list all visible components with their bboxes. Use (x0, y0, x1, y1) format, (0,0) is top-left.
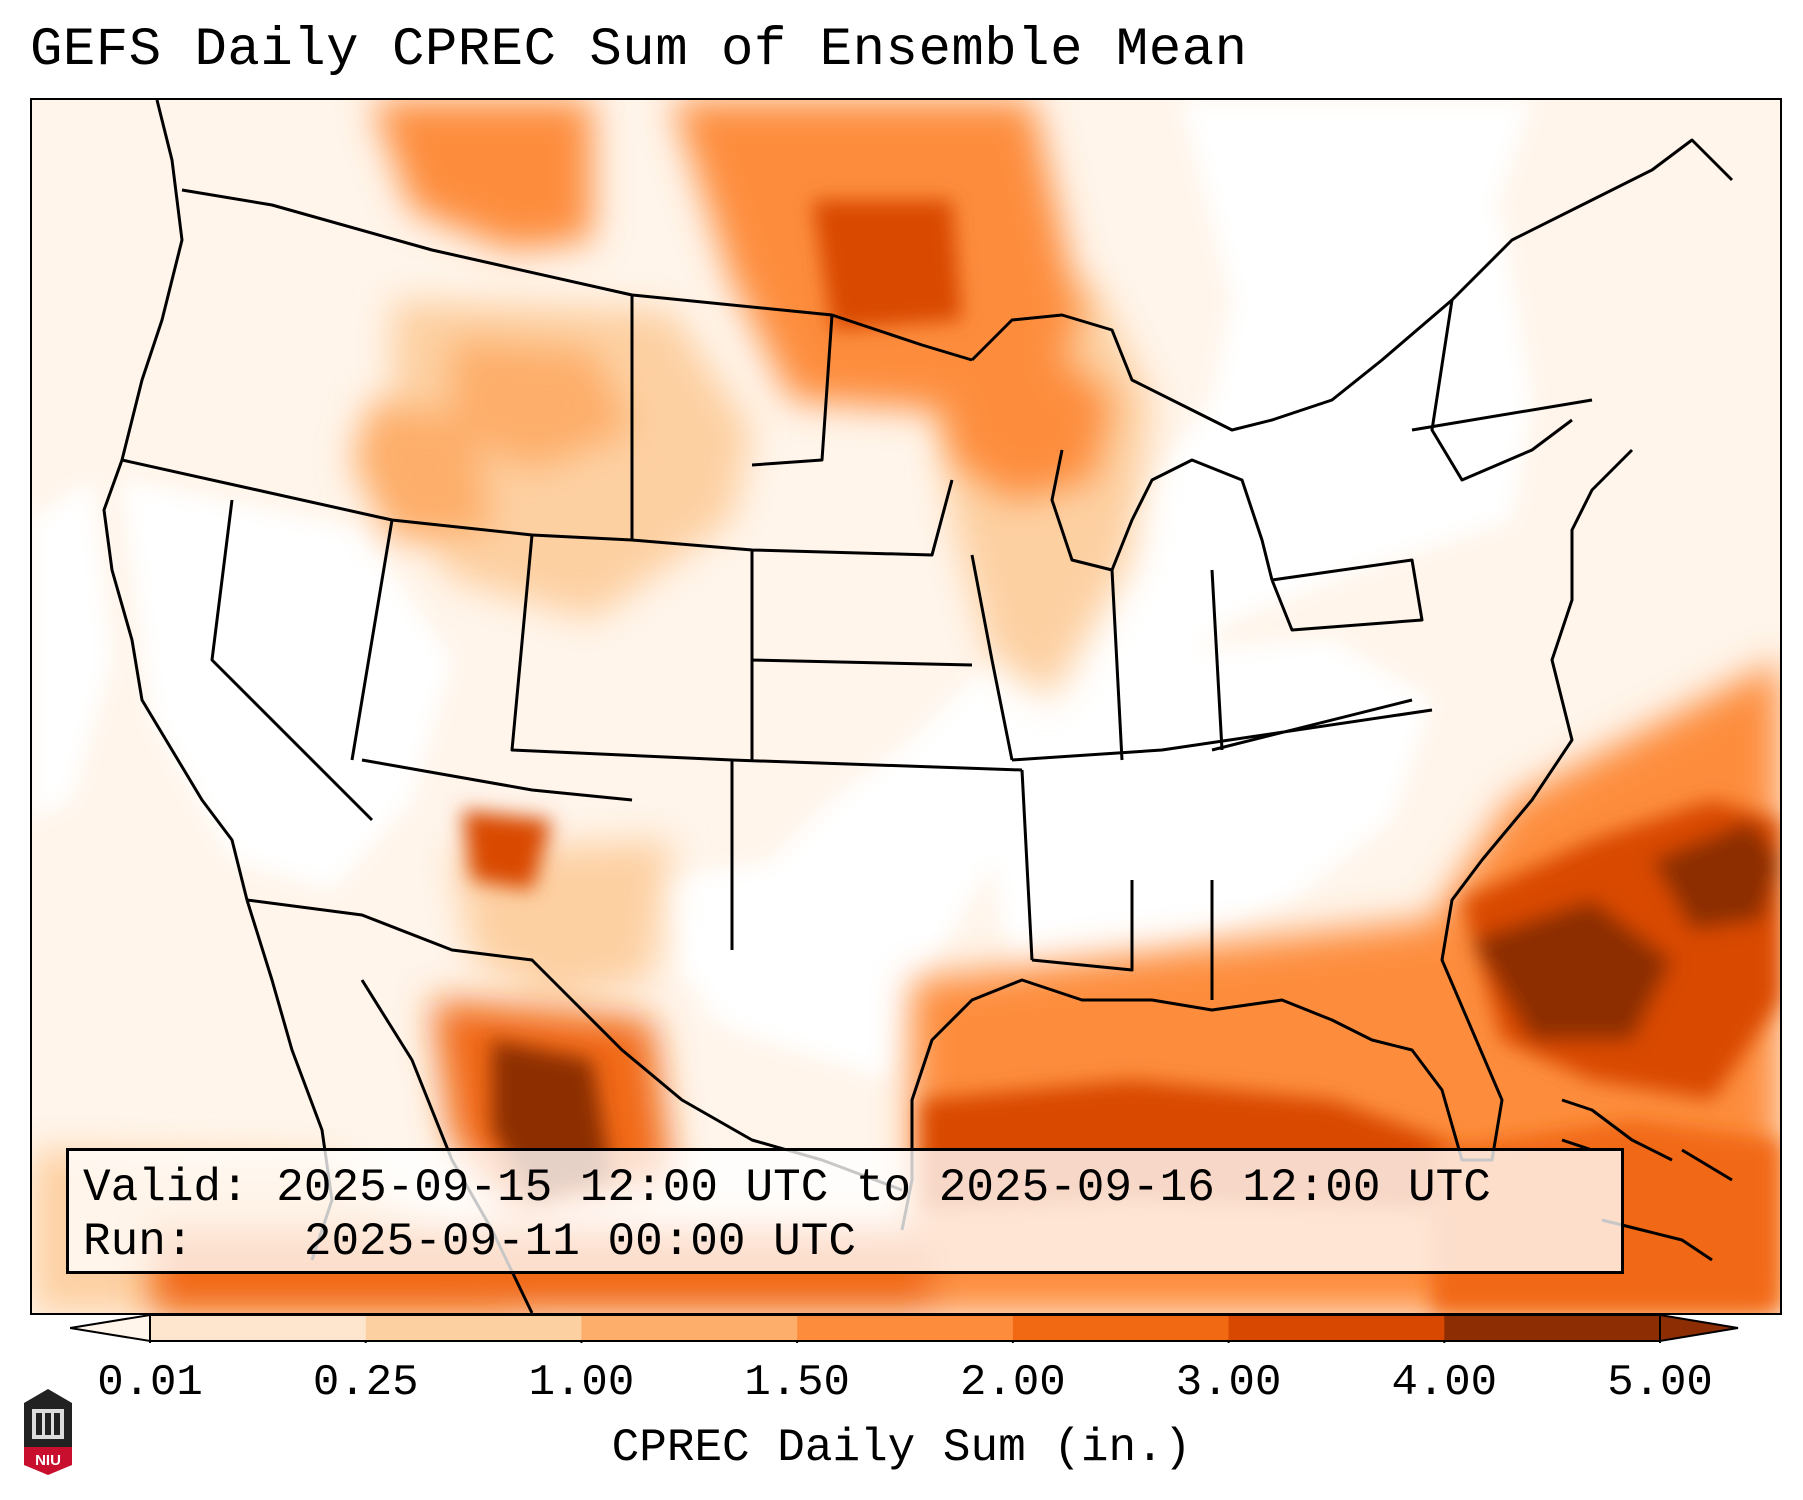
colorbar (70, 1313, 1739, 1343)
run-value: 2025-09-11 00:00 UTC (303, 1216, 856, 1268)
map-title: GEFS Daily CPREC Sum of Ensemble Mean (30, 20, 1248, 81)
tick-label-7: 5.00 (1607, 1358, 1713, 1408)
tick-label-3: 1.50 (744, 1358, 850, 1408)
niu-logo: NIU (24, 1389, 72, 1475)
colorbar-segment-1 (365, 1315, 582, 1341)
colorbar-segment-0 (150, 1315, 367, 1341)
tick-label-2: 1.00 (528, 1358, 635, 1408)
tick-label-1: 0.25 (312, 1358, 419, 1408)
colorbar-segments (149, 1314, 1661, 1342)
tick-label-5: 3.00 (1175, 1358, 1282, 1408)
colorbar-segment-6 (1444, 1315, 1661, 1341)
logo-text: NIU (35, 1452, 61, 1469)
colorbar-segment-3 (797, 1315, 1014, 1341)
run-label: Run: (83, 1216, 194, 1268)
valid-label: Valid: (83, 1162, 249, 1214)
tick-label-0: 0.01 (97, 1358, 203, 1408)
colorbar-ticks (149, 1341, 1661, 1343)
tick-label-4: 2.00 (960, 1358, 1066, 1408)
colorbar-over-arrow (1659, 1313, 1739, 1343)
precip-map (30, 98, 1782, 1315)
colorbar-segment-2 (581, 1315, 798, 1341)
valid-value: 2025-09-15 12:00 UTC to 2025-09-16 12:00… (276, 1162, 1491, 1214)
valid-run-info-box: Valid: 2025-09-15 12:00 UTC to 2025-09-1… (66, 1148, 1624, 1274)
colorbar-under-arrow (70, 1313, 151, 1343)
colorbar-segment-5 (1228, 1315, 1445, 1341)
colorbar-segment-4 (1012, 1315, 1230, 1341)
precip-map-svg (32, 100, 1780, 1313)
tick-label-6: 4.00 (1391, 1358, 1498, 1408)
colorbar-label: CPREC Daily Sum (in.) (611, 1422, 1192, 1474)
